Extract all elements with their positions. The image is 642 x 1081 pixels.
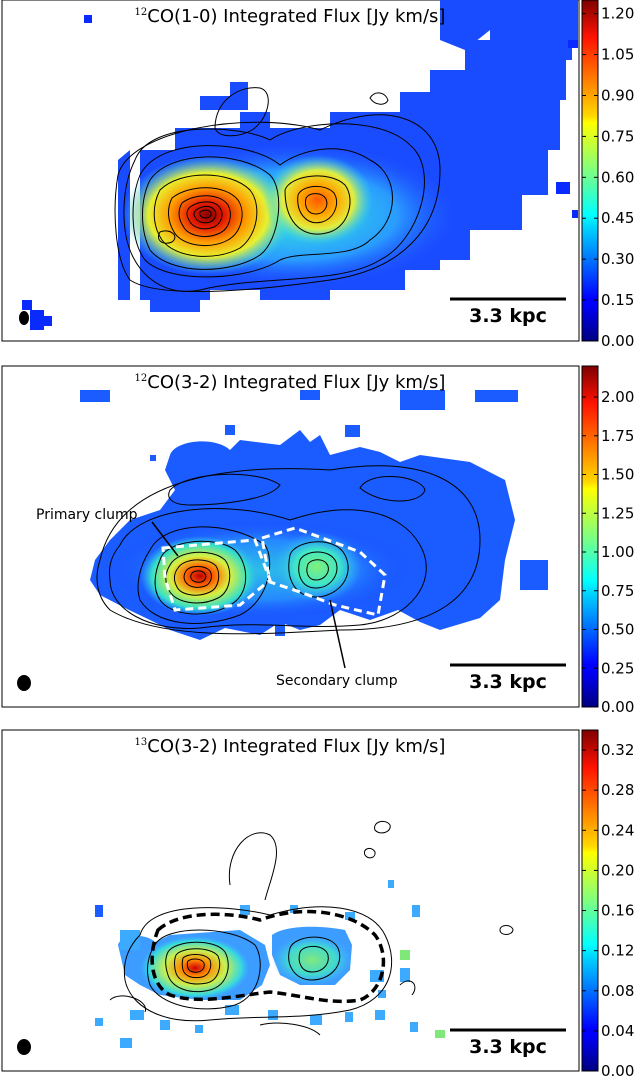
panel-2-map: Primary clump Secondary clump 3.3 kpc 12… xyxy=(17,372,566,693)
colorbar-tick-label: 0.15 xyxy=(601,291,634,309)
label-secondary-clump: Secondary clump xyxy=(276,673,398,689)
colorbar-tick-label: 1.20 xyxy=(601,5,634,23)
scale-bar-label-1: 3.3 kpc xyxy=(469,305,547,327)
beam-ellipse-2 xyxy=(17,675,31,691)
panel-1-map: 3.3 kpc 12CO(1-0) Integrated Flux [Jy km… xyxy=(19,0,578,330)
panel-2-title: 12CO(3-2) Integrated Flux [Jy km/s] xyxy=(135,372,446,393)
colorbar-tick-label: 0.00 xyxy=(601,698,634,716)
colorbar-3 xyxy=(581,729,599,1072)
arrow-secondary xyxy=(329,599,346,669)
colorbar-tick-label: 0.28 xyxy=(601,781,634,799)
beam-ellipse-3 xyxy=(17,1039,31,1055)
colorbar-tick-label: 0.04 xyxy=(601,1022,634,1040)
colorbar-ticks-1: 0.00 0.15 0.30 0.45 0.60 0.75 0.90 1.05 1.20 xyxy=(582,5,634,350)
colorbar-2 xyxy=(581,365,599,708)
panel-1-title: 12CO(1-0) Integrated Flux [Jy km/s] xyxy=(135,6,446,27)
beam-ellipse-1 xyxy=(19,311,29,325)
colorbar-tick-label: 1.00 xyxy=(601,543,634,561)
colorbar-tick-label: 0.00 xyxy=(601,1062,634,1080)
colorbar-tick-label: 0.75 xyxy=(601,127,634,145)
colorbar-tick-label: 1.50 xyxy=(601,466,634,484)
colorbar-tick-label: 0.30 xyxy=(601,250,634,268)
panel-3: 3.3 kpc 13CO(3-2) Integrated Flux [Jy km… xyxy=(1,729,634,1080)
colorbar-tick-label: 0.00 xyxy=(601,332,634,350)
colorbar-tick-label: 0.20 xyxy=(601,861,634,879)
colorbar-tick-label: 0.45 xyxy=(601,209,634,227)
panel-1: 3.3 kpc 12CO(1-0) Integrated Flux [Jy km… xyxy=(1,0,634,350)
colorbar-tick-label: 1.75 xyxy=(601,427,634,445)
panel-3-map: 3.3 kpc 13CO(3-2) Integrated Flux [Jy km… xyxy=(17,736,566,1058)
colorbar-tick-label: 2.00 xyxy=(601,388,634,406)
colorbar-tick-label: 0.50 xyxy=(601,621,634,639)
colorbar-tick-label: 0.75 xyxy=(601,582,634,600)
scale-bar-label-3: 3.3 kpc xyxy=(469,1036,547,1058)
label-primary-clump: Primary clump xyxy=(36,507,138,523)
panel-3-title: 13CO(3-2) Integrated Flux [Jy km/s] xyxy=(135,736,446,757)
colorbar-tick-label: 0.16 xyxy=(601,902,634,920)
colorbar-tick-label: 0.12 xyxy=(601,942,634,960)
colorbar-tick-label: 0.32 xyxy=(601,741,634,759)
arrow-primary xyxy=(151,521,179,557)
scale-bar-label-2: 3.3 kpc xyxy=(469,671,547,693)
colorbar-tick-label: 1.05 xyxy=(601,46,634,64)
colorbar-tick-label: 0.08 xyxy=(601,982,634,1000)
colorbar-ticks-3: 0.00 0.04 0.08 0.12 0.16 0.20 0.24 0.28 0.32 xyxy=(582,741,634,1080)
colorbar-ticks-2: 0.00 0.25 0.50 0.75 1.00 1.25 1.50 1.75 2.00 xyxy=(582,388,634,716)
colorbar-tick-label: 0.90 xyxy=(601,86,634,104)
colorbar-1 xyxy=(581,0,599,342)
colorbar-tick-label: 0.60 xyxy=(601,168,634,186)
panel-3-frame xyxy=(1,729,580,1072)
colorbar-tick-label: 0.25 xyxy=(601,659,634,677)
colorbar-tick-label: 0.24 xyxy=(601,821,634,839)
colorbar-tick-label: 1.25 xyxy=(601,504,634,522)
panel-2: Primary clump Secondary clump 3.3 kpc 12… xyxy=(1,365,634,716)
